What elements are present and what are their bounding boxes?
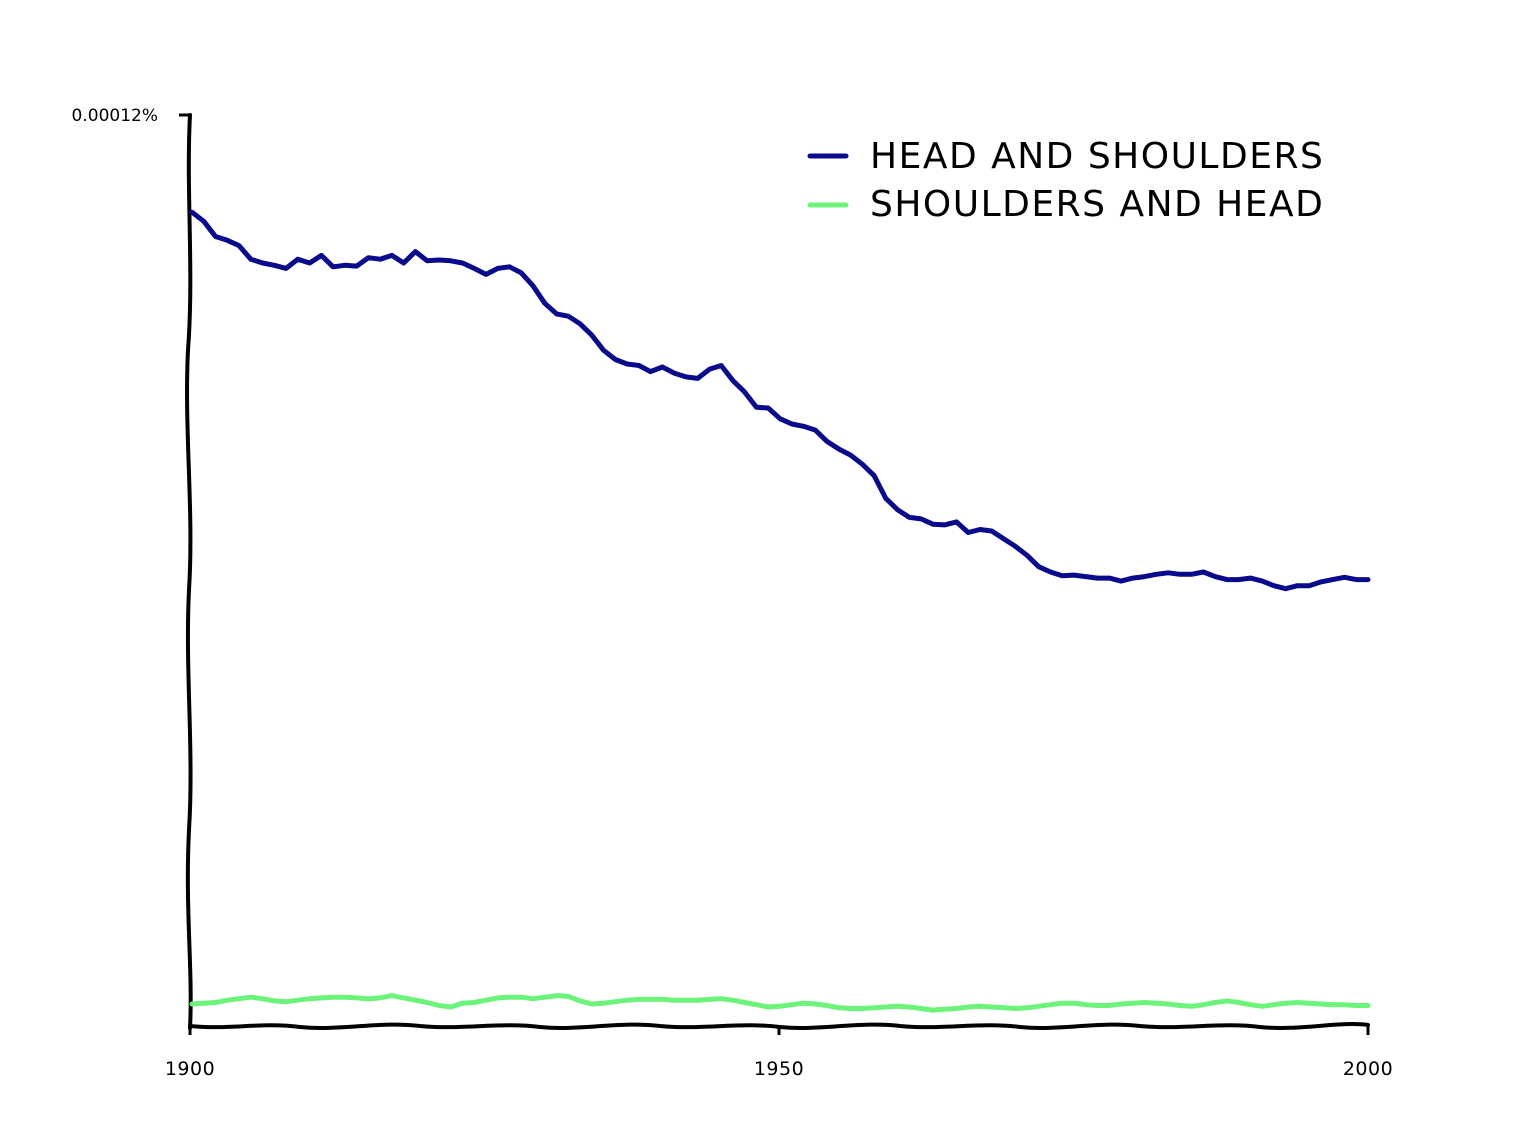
series-line-shoulders-and-head xyxy=(189,993,1371,1013)
series-layer xyxy=(189,209,1371,1013)
legend: HEAD AND SHOULDERS SHOULDERS AND HEAD xyxy=(807,136,1324,225)
x-tick-label: 2000 xyxy=(1343,1058,1393,1080)
series-line-head-and-shoulders xyxy=(189,209,1371,592)
y-tick-label: 0.00012% xyxy=(72,106,158,126)
y-axis: 0.00012% xyxy=(72,106,193,1030)
x-tick-label: 1900 xyxy=(165,1058,215,1080)
y-axis-line xyxy=(185,113,193,1030)
x-tick-label: 1950 xyxy=(754,1058,804,1080)
x-axis: 1900 1950 2000 xyxy=(165,1022,1393,1080)
legend-label-head-and-shoulders: HEAD AND SHOULDERS xyxy=(870,136,1324,177)
legend-label-shoulders-and-head: SHOULDERS AND HEAD xyxy=(870,184,1324,225)
